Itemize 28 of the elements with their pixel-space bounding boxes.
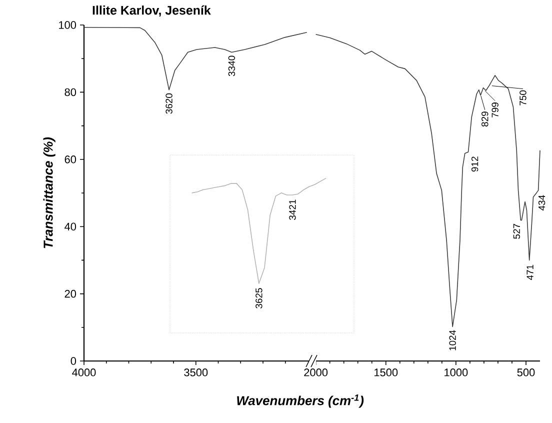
- x-tick-label: 4000: [72, 368, 96, 376]
- annotation: 750: [520, 90, 526, 106]
- annotation: 799: [492, 102, 498, 118]
- annotation: 3625: [256, 288, 262, 308]
- y-tick-label: 40: [64, 222, 76, 230]
- y-tick-label: 20: [64, 290, 76, 298]
- annotation: 527: [513, 224, 520, 239]
- y-tick-label: 0: [70, 357, 76, 365]
- chart-title: Illite Karlov, Jeseník: [92, 5, 211, 16]
- annotation: 3340: [228, 56, 236, 76]
- annotation: 3421: [289, 200, 296, 220]
- annotation: 1024: [449, 330, 456, 350]
- x-axis-title: Wavenumbers (cm$^{-1}$): [237, 394, 364, 408]
- x-tick-label: 500: [517, 368, 535, 376]
- y-tick-label: 80: [64, 88, 76, 96]
- annotation: 471: [526, 264, 534, 280]
- line-series: [84, 26, 308, 90]
- y-axis-title: Transmittance (%): [43, 137, 56, 248]
- x-tick-label: 2000: [304, 368, 328, 376]
- annotation: 912: [471, 156, 478, 172]
- x-tick-label: 1500: [374, 368, 398, 376]
- y-tick-label: 100: [59, 21, 76, 29]
- annotation: 3620: [166, 93, 172, 114]
- x-tick-label: 3500: [184, 368, 208, 376]
- y-tick-label: 60: [64, 156, 76, 164]
- annotation: 434: [538, 195, 546, 210]
- annotation: 829: [482, 112, 488, 127]
- x-tick-label: 1000: [444, 368, 468, 376]
